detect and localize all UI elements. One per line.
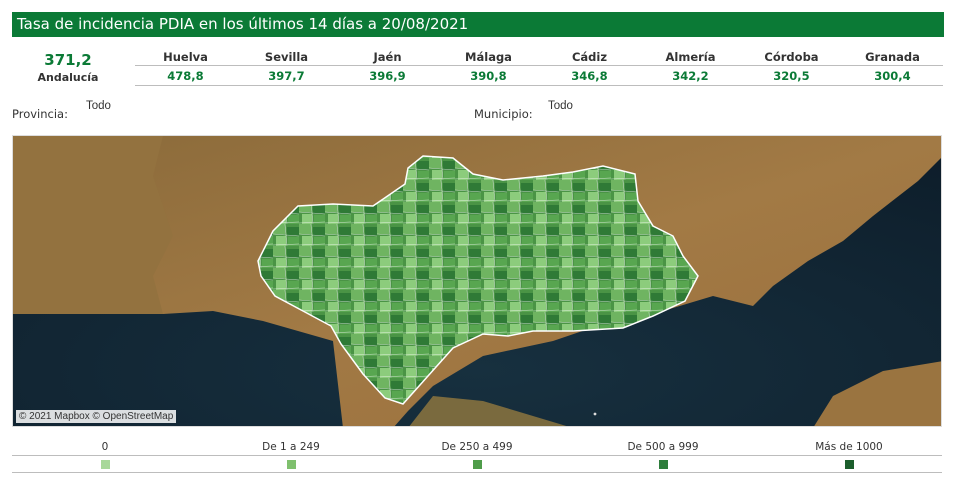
island-dot (593, 412, 597, 416)
legend-labels-row: 0 De 1 a 249 De 250 a 499 De 500 a 999 M… (12, 438, 942, 456)
legend-swatch (658, 459, 668, 469)
province-name: Málaga (438, 48, 539, 66)
legend-cell (198, 455, 384, 473)
province-value: 390,8 (438, 65, 539, 86)
andalucia-total-value: 371,2 (44, 51, 92, 69)
legend-swatch (844, 459, 854, 469)
andalucia-total-label: Andalucía (37, 71, 99, 84)
province-value: 396,9 (337, 65, 438, 86)
legend-label: De 250 a 499 (384, 438, 570, 456)
legend-swatch (100, 459, 110, 469)
province-name: Granada (842, 48, 943, 66)
legend-cell (12, 455, 198, 473)
incidence-map[interactable]: © 2021 Mapbox © OpenStreetMap (12, 135, 942, 427)
province-value: 300,4 (842, 65, 943, 86)
province-value: 320,5 (741, 65, 842, 86)
provincia-filter-select[interactable]: Todo (86, 100, 111, 112)
land-africa-east (814, 361, 941, 426)
province-name: Almería (640, 48, 741, 66)
province-value-row: 478,8 397,7 396,9 390,8 346,8 342,2 320,… (135, 65, 943, 86)
legend-cell (384, 455, 570, 473)
legend-label: Más de 1000 (756, 438, 942, 456)
province-value: 342,2 (640, 65, 741, 86)
province-name: Cádiz (539, 48, 640, 66)
legend-label: 0 (12, 438, 198, 456)
page-title: Tasa de incidencia PDIA en los últimos 1… (12, 12, 944, 37)
legend-swatch-row (12, 455, 942, 473)
legend-swatch (286, 459, 296, 469)
legend-cell (570, 455, 756, 473)
andalusia-region[interactable] (257, 155, 699, 405)
land-africa-west (409, 396, 567, 426)
province-value: 397,7 (236, 65, 337, 86)
province-header-row: Huelva Sevilla Jaén Málaga Cádiz Almería… (135, 48, 943, 66)
land-portugal-coast (13, 136, 173, 314)
legend-cell (756, 455, 942, 473)
municipio-filter-select[interactable]: Todo (548, 100, 573, 112)
legend-label: De 500 a 999 (570, 438, 756, 456)
province-name: Huelva (135, 48, 236, 66)
municipio-filter-label: Municipio: (474, 107, 533, 121)
map-canvas[interactable] (13, 136, 942, 427)
province-name: Jaén (337, 48, 438, 66)
province-value: 346,8 (539, 65, 640, 86)
provincia-filter-label: Provincia: (12, 107, 68, 121)
province-rates-table: Huelva Sevilla Jaén Málaga Cádiz Almería… (135, 48, 943, 86)
legend-label: De 1 a 249 (198, 438, 384, 456)
map-attribution[interactable]: © 2021 Mapbox © OpenStreetMap (16, 410, 177, 423)
province-value: 478,8 (135, 65, 236, 86)
legend: 0 De 1 a 249 De 250 a 499 De 500 a 999 M… (12, 438, 942, 473)
legend-swatch (472, 459, 482, 469)
province-name: Córdoba (741, 48, 842, 66)
province-name: Sevilla (236, 48, 337, 66)
